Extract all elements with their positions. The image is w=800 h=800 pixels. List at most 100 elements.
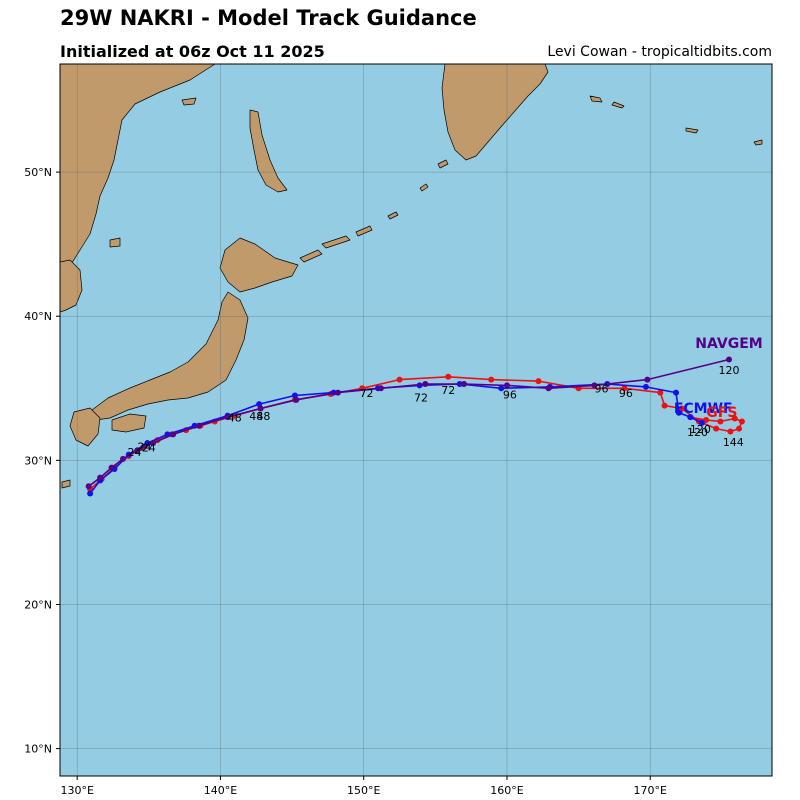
lat-tick-label: 10°N [24, 743, 52, 756]
lon-tick-label: 130°E [60, 784, 93, 797]
track-point-gfs [738, 418, 745, 425]
track-point-gfs [621, 385, 628, 392]
hour-label-gfs: 144 [723, 436, 744, 449]
land-kuril-5 [419, 183, 429, 192]
lat-tick-label: 40°N [24, 310, 52, 323]
track-point-navgem [257, 405, 264, 412]
land-aleutian-4 [753, 139, 763, 146]
land-kamchatka [441, 64, 549, 161]
track-point-navgem [545, 385, 552, 392]
track-point-ecmwf [675, 409, 682, 416]
map-axes: 130°E 140°E 150°E 160°E 170°E 10°N 20°N 30°N 40°… [24, 166, 667, 797]
track-point-gfs [535, 378, 542, 385]
track-point-navgem [334, 389, 341, 396]
lat-tick-label: 30°N [24, 454, 52, 467]
track-point-navgem [224, 414, 231, 421]
lon-tick-label: 160°E [490, 784, 523, 797]
track-point-navgem [726, 356, 733, 363]
track-point-gfs [727, 428, 734, 435]
land-aleutian-3 [685, 127, 699, 134]
model-label-navgem: NAVGEM [695, 336, 762, 352]
track-point-ecmwf [698, 419, 705, 426]
land-kuril-1 [299, 249, 323, 263]
track-point-gfs [731, 415, 738, 422]
hour-label-ecmwf: 48 [256, 410, 270, 423]
track-point-ecmwf [642, 383, 649, 390]
hour-label-navgem: 96 [595, 383, 609, 396]
page-title: 29W NAKRI - Model Track Guidance [60, 6, 477, 30]
track-point-navgem [85, 483, 92, 490]
track-point-ecmwf [687, 414, 694, 421]
track-point-navgem [591, 382, 598, 389]
hour-label-navgem: 48 [249, 410, 263, 423]
track-point-navgem [150, 440, 157, 447]
track-point-gfs [678, 405, 685, 412]
lon-tick-label: 170°E [634, 784, 667, 797]
track-point-gfs [661, 402, 668, 409]
track-point-navgem [293, 396, 300, 403]
hour-label-gfs: 24 [127, 446, 141, 459]
track-point-navgem [97, 474, 104, 481]
ocean-background [60, 64, 772, 776]
land-sakhalin [249, 109, 288, 193]
land-aleutian-2 [611, 101, 625, 109]
land-kuril-2 [321, 235, 351, 249]
lat-tick-label: 50°N [24, 166, 52, 179]
model-label-ecmwf: ECMWF [674, 401, 733, 417]
model-label-gfs: GFS [706, 405, 737, 421]
track-point-navgem [503, 382, 510, 389]
hour-label-gfs: 96 [619, 387, 633, 400]
lon-tick-label: 140°E [204, 784, 237, 797]
track-point-ecmwf [673, 389, 680, 396]
track-point-navgem [422, 380, 429, 387]
track-point-navgem [460, 380, 467, 387]
land-kuril-3 [355, 225, 373, 237]
land-shikoku [111, 413, 147, 433]
track-point-gfs [657, 389, 664, 396]
hour-label-ecmwf: 120 [687, 426, 708, 439]
lon-tick-label: 150°E [347, 784, 380, 797]
track-point-gfs [488, 376, 495, 383]
hour-label-gfs: 120 [690, 423, 711, 436]
land-hokkaido [219, 237, 299, 293]
track-point-navgem [134, 447, 141, 454]
page-subtitle: Initialized at 06z Oct 11 2025 [60, 42, 325, 61]
track-point-navgem [108, 464, 115, 471]
land-kuril-6 [437, 159, 449, 169]
map-frame [59, 63, 773, 777]
hour-label-ecmwf: 96 [503, 388, 517, 401]
land-islet-1 [181, 97, 197, 106]
hour-label-navgem: 24 [138, 440, 152, 453]
hour-label-navgem: 72 [441, 384, 455, 397]
land-kyushu [69, 407, 101, 447]
gridlines [60, 64, 772, 776]
track-point-gfs [713, 425, 720, 432]
track-point-navgem [195, 422, 202, 429]
hour-label-ecmwf: 24 [142, 442, 156, 455]
track-point-gfs [396, 376, 403, 383]
land-aleutian-1 [589, 95, 603, 103]
lat-tick-label: 20°N [24, 598, 52, 611]
hour-label-navgem: 120 [719, 364, 740, 377]
hour-label-gfs: 48 [228, 411, 242, 424]
track-point-ecmwf [87, 490, 94, 497]
track-point-gfs [736, 425, 743, 432]
track-point-ecmwf [498, 385, 505, 392]
model-tracks [85, 356, 745, 497]
land-layer [60, 64, 763, 489]
track-point-gfs [717, 418, 724, 425]
track-navgem [85, 356, 733, 490]
track-point-gfs [445, 373, 452, 380]
land-kuril-4 [387, 211, 399, 220]
track-point-gfs [703, 417, 710, 423]
land-korea [60, 259, 83, 313]
hour-label-ecmwf: 72 [414, 391, 428, 404]
credit-text: Levi Cowan - tropicaltidbits.com [547, 44, 772, 60]
track-point-navgem [377, 385, 384, 392]
land-honshu [91, 291, 249, 421]
hour-label-gfs: 72 [360, 387, 374, 400]
land-islet-3 [61, 479, 71, 489]
track-point-navgem [170, 431, 177, 438]
